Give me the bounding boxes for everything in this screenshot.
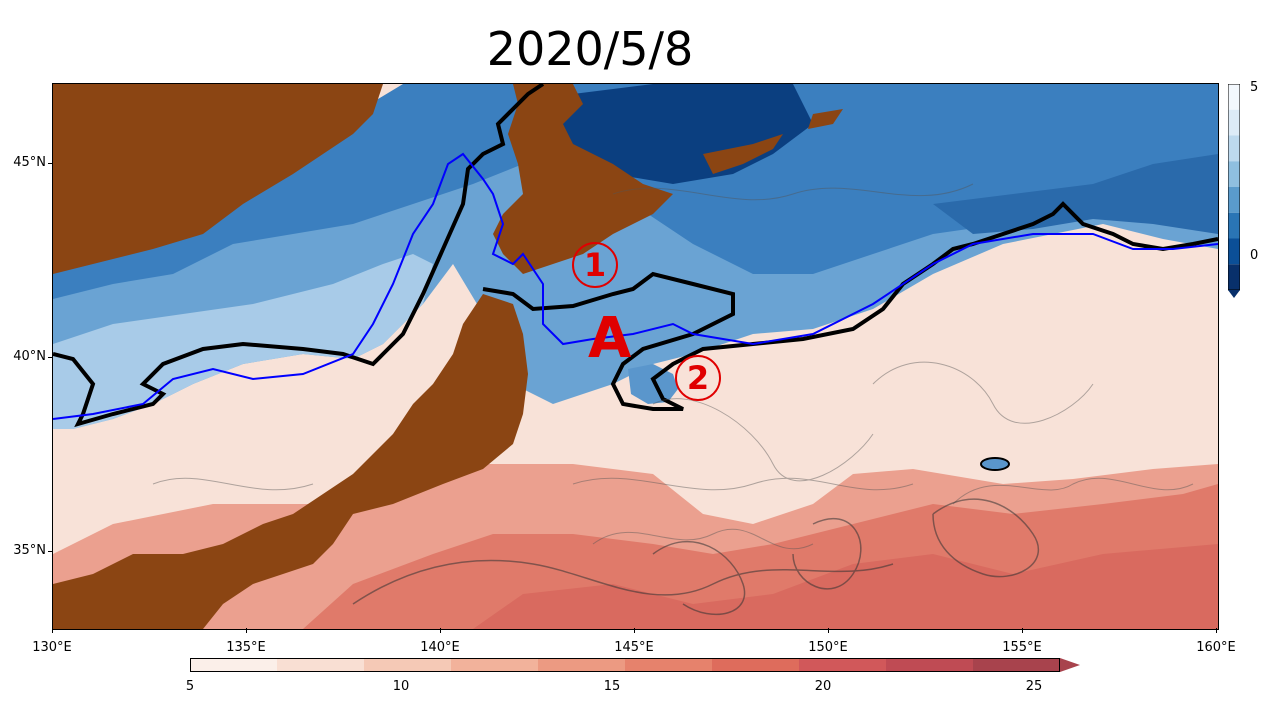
colorbar-cold-segment: [1228, 238, 1240, 265]
colorbar-cold-extend: [1228, 290, 1240, 298]
land-honshu: [53, 294, 528, 629]
colorbar-cold-label-0: 0: [1250, 248, 1259, 263]
colorbar-warm-segment: [799, 658, 886, 672]
cold-front-line-east: [482, 201, 1218, 411]
colorbar-warm-segment: [625, 658, 712, 672]
map-title: 2020/5/8: [486, 22, 694, 76]
streamlines-warm: [352, 498, 1040, 616]
lon-tick-130: [52, 628, 53, 633]
cold-eddy: [980, 457, 1010, 471]
colorbar-cold-segment: [1228, 187, 1240, 213]
colorbar-warm-label-5: 5: [185, 679, 195, 694]
cold-patch-east: [933, 154, 1218, 234]
lat-tick-40: [48, 357, 52, 358]
warm-core-deep: [473, 544, 1218, 629]
lon-label-150: 150°E: [808, 640, 848, 655]
colorbar-cold-label-5: 5: [1250, 80, 1259, 95]
land-mainland-asia: [53, 84, 383, 274]
colorbar-cold: [1227, 83, 1241, 298]
lon-tick-140: [440, 628, 441, 633]
colorbar-warm-segment: [712, 658, 799, 672]
colorbar-warm-segment: [190, 658, 277, 672]
lon-tick-135: [246, 628, 247, 633]
colorbar-cold-segment: [1228, 135, 1240, 162]
lat-label-35: 35°N: [13, 543, 46, 558]
colorbar-cold-segment: [1228, 264, 1240, 290]
lon-tick-150: [828, 628, 829, 633]
colorbar-cold-segment: [1228, 212, 1240, 239]
colorbar-warm-segment: [973, 658, 1060, 672]
lon-label-140: 140°E: [420, 640, 460, 655]
colorbar-warm-label-25: 25: [1025, 679, 1043, 694]
cold-front-line: [53, 84, 545, 428]
lon-label-135: 135°E: [226, 640, 266, 655]
colorbar-warm-segment: [364, 658, 451, 672]
colorbar-warm-segment: [538, 658, 625, 672]
colorbar-cold-segment: [1228, 109, 1240, 136]
marker-a: A: [588, 306, 632, 371]
marker-one: 1: [572, 242, 618, 288]
lon-label-130: 130°E: [32, 640, 72, 655]
colorbar-warm: [190, 657, 1080, 672]
colorbar-cold-segment: [1228, 161, 1240, 187]
lon-label-145: 145°E: [614, 640, 654, 655]
marker-two: 2: [675, 355, 721, 401]
colorbar-warm-outline: [190, 658, 1060, 672]
colorbar-warm-segment: [451, 658, 538, 672]
colorbar-warm-segment: [277, 658, 364, 672]
colorbar-warm-segment: [886, 658, 973, 672]
lon-label-160: 160°E: [1196, 640, 1236, 655]
lon-label-155: 155°E: [1002, 640, 1042, 655]
land-kuril-islands-east: [808, 109, 843, 129]
blue-isotherm-line: [53, 152, 1218, 420]
colorbar-warm-label-20: 20: [814, 679, 832, 694]
streamlines: [152, 183, 1194, 550]
lat-tick-45: [48, 163, 52, 164]
lon-tick-160: [1216, 628, 1217, 633]
colorbar-warm-label-10: 10: [392, 679, 410, 694]
lon-tick-145: [634, 628, 635, 633]
colorbar-cold-segment: [1228, 84, 1240, 110]
land-hokkaido-sakhalin: [493, 84, 673, 274]
lat-label-40: 40°N: [13, 349, 46, 364]
sst-map: [52, 83, 1219, 630]
lon-tick-155: [1022, 628, 1023, 633]
colorbar-warm-extend: [1060, 658, 1080, 672]
cold-pocket: [628, 364, 678, 404]
land-kuril-islands: [703, 134, 783, 174]
lat-label-45: 45°N: [13, 155, 46, 170]
colorbar-warm-label-15: 15: [603, 679, 621, 694]
lat-tick-35: [48, 551, 52, 552]
